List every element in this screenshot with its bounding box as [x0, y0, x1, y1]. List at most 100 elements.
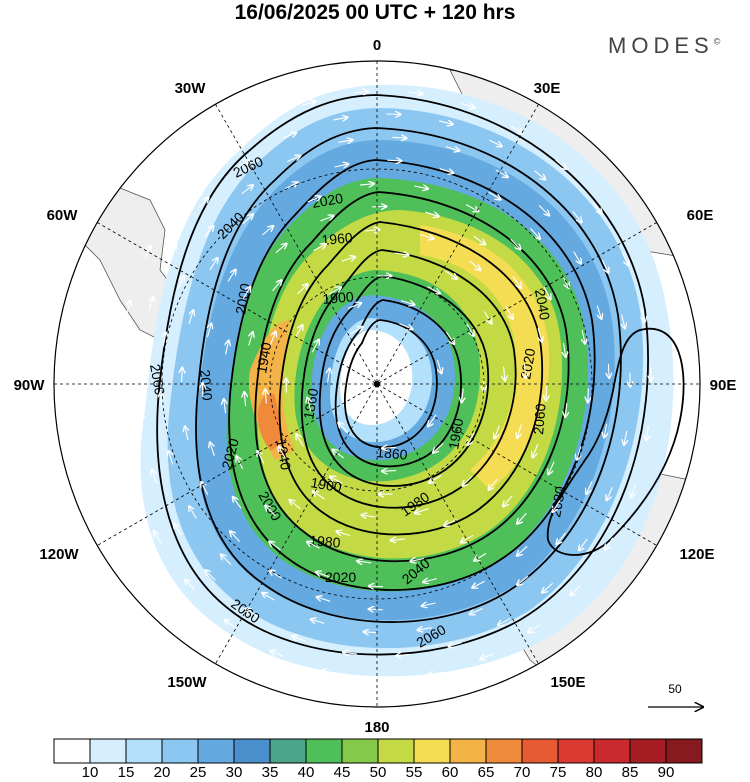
wind-vector — [343, 652, 358, 654]
wind-vector — [372, 206, 386, 207]
wind-vector — [354, 92, 369, 93]
colorbar-swatch — [413, 738, 451, 764]
wind-vector — [444, 518, 457, 526]
wind-vector — [330, 477, 343, 484]
wind-vector — [233, 497, 242, 509]
wind-vector — [542, 582, 553, 592]
wind-vector — [295, 325, 303, 338]
wind-vector — [307, 197, 321, 203]
colorbar-swatch — [377, 738, 415, 764]
colorbar-swatch — [53, 738, 91, 764]
wind-vector — [237, 456, 244, 470]
wind-vector — [608, 363, 609, 378]
wind-vector — [622, 314, 625, 329]
wind-vector — [483, 311, 491, 324]
contour-2000 — [254, 191, 570, 563]
wind-vector — [252, 123, 265, 130]
wind-vector — [391, 539, 405, 540]
wind-vector — [320, 216, 334, 222]
wind-vector — [474, 552, 487, 560]
graticule — [54, 61, 700, 707]
contour-label: 2040 — [197, 369, 216, 402]
colorbar-swatch — [233, 738, 271, 764]
wind-vector — [465, 204, 478, 212]
wind-vector — [592, 202, 602, 214]
wind-vector — [517, 424, 521, 438]
wind-vector — [350, 327, 363, 335]
wind-vector — [297, 284, 308, 295]
colorbar-swatch — [197, 738, 235, 764]
wind-vector — [382, 471, 397, 472]
wind-vector — [362, 515, 376, 517]
wind-vector — [169, 451, 173, 465]
wind-vector — [601, 259, 608, 273]
colorbar-swatch — [593, 738, 631, 764]
wind-vector — [505, 306, 513, 319]
colorbar-tick-label: 90 — [657, 764, 675, 781]
wind-vector — [341, 257, 355, 262]
wind-vector — [423, 579, 437, 583]
wind-vector — [408, 92, 422, 94]
wind-vector — [488, 139, 502, 146]
wind-vector — [586, 480, 593, 494]
wind-vector — [466, 323, 474, 336]
contour-label: 2020 — [517, 347, 538, 381]
colorbar-swatch — [449, 738, 487, 764]
wind-vector — [285, 182, 297, 190]
wind-vector — [265, 506, 276, 516]
wind-vector — [461, 534, 474, 542]
wind-vector — [428, 672, 443, 675]
wind-vector — [364, 632, 378, 633]
wind-vector — [311, 340, 318, 353]
colorbar-tick-label: 85 — [621, 764, 639, 781]
wind-vector — [528, 624, 541, 633]
wind-vector — [449, 643, 463, 647]
colorbar — [53, 738, 703, 764]
wind-vector — [206, 570, 216, 581]
wind-vector — [185, 426, 188, 441]
wind-vector — [154, 531, 162, 544]
contour-2080 — [546, 327, 685, 556]
wind-vector — [555, 159, 567, 169]
wind-vector — [271, 651, 284, 658]
colorbar-swatch — [125, 738, 163, 764]
wind-vector — [480, 653, 494, 659]
colorbar-swatch — [521, 738, 559, 764]
lon-label-30e: 30E — [534, 80, 561, 97]
wind-vector — [488, 191, 501, 200]
lon-label-60w: 60W — [47, 207, 79, 224]
wind-vector — [472, 580, 485, 587]
lon-label-150w: 150W — [167, 674, 207, 691]
wind-vector — [621, 252, 628, 266]
wind-vector — [334, 164, 349, 167]
contour-label: 2060 — [530, 403, 549, 436]
contour-label: 1960 — [445, 417, 466, 451]
colorbar-swatch — [269, 738, 307, 764]
colorbar-tick-label: 30 — [225, 764, 243, 781]
wind-vector — [604, 423, 607, 438]
lon-label-120e: 120E — [679, 546, 714, 563]
wind-vector — [359, 184, 374, 185]
colorbar-swatch — [629, 738, 667, 764]
wind-vector — [543, 286, 550, 300]
wind-vector — [149, 297, 153, 311]
wind-vector — [396, 655, 411, 656]
reference-vector-label: 50 — [668, 682, 682, 696]
wind-vector — [517, 512, 527, 524]
lon-label-30w: 30W — [175, 80, 207, 97]
wind-vector — [546, 386, 547, 400]
wind-vector — [382, 447, 397, 448]
colorbar-tick-label: 80 — [585, 764, 603, 781]
wind-vector — [425, 212, 438, 216]
wind-vector — [127, 301, 131, 315]
wind-vector — [338, 140, 353, 142]
wind-vector — [572, 210, 582, 222]
wind-vector — [498, 617, 511, 625]
wind-vector — [144, 246, 151, 259]
wind-vector — [208, 324, 212, 338]
contour-1960 — [300, 249, 517, 509]
wind-vector — [152, 470, 158, 484]
lon-label-90e: 90E — [710, 377, 737, 394]
wind-vector — [177, 276, 184, 290]
wind-vector — [646, 426, 648, 440]
